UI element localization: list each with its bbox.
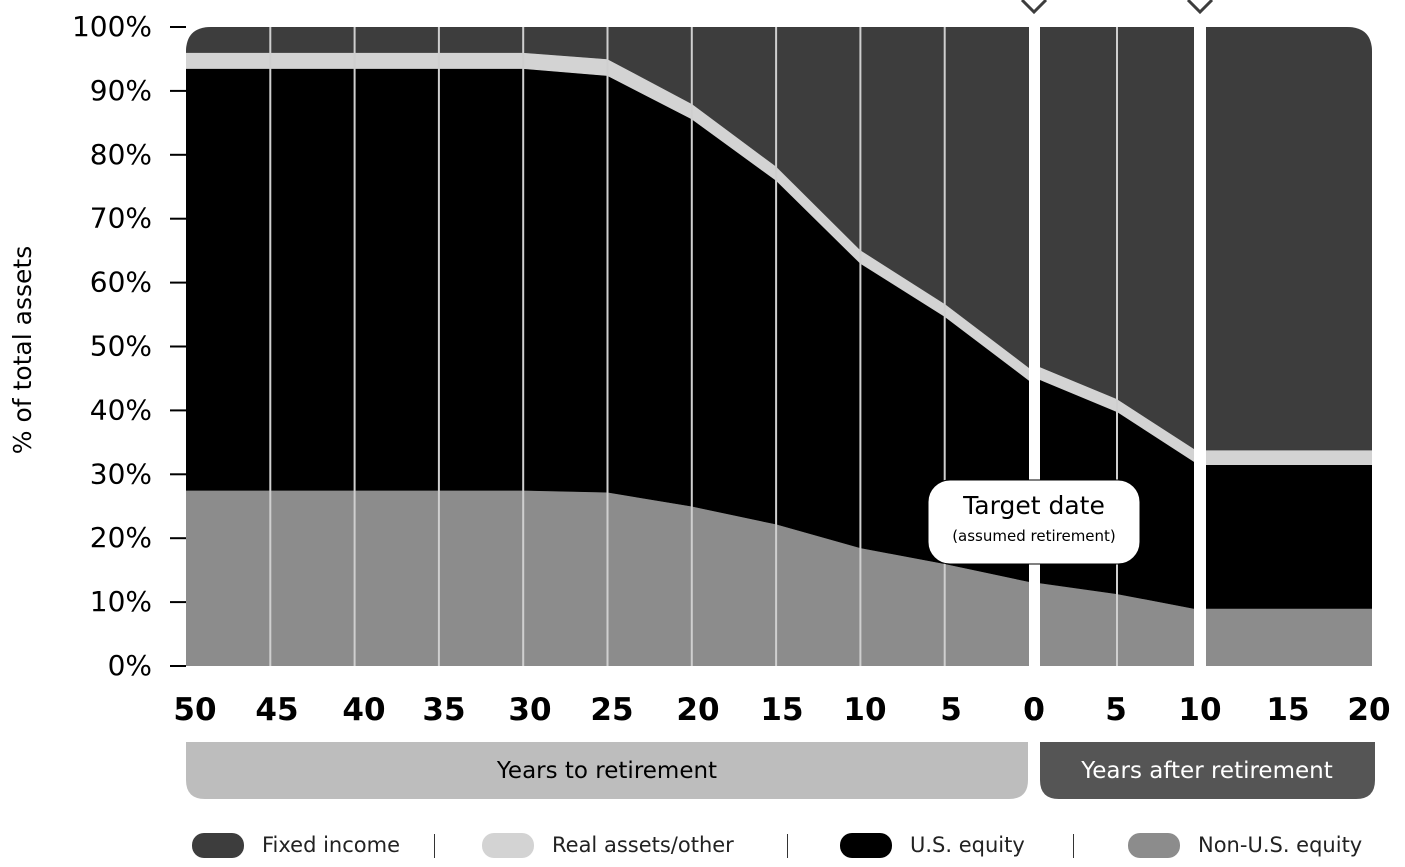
legend-label: U.S. equity bbox=[910, 833, 1025, 857]
x-tick-label: 5 bbox=[1105, 692, 1127, 728]
x-tick-label: 25 bbox=[590, 692, 633, 728]
area-non-u-s-equity bbox=[1206, 608, 1372, 666]
x-tick-label: 0 bbox=[1023, 692, 1045, 728]
x-tick-label: 20 bbox=[1347, 692, 1390, 728]
x-tick-label: 20 bbox=[676, 692, 719, 728]
legend-item-non-us-equity: Non-U.S. equity bbox=[1128, 831, 1362, 859]
legend-label: Non-U.S. equity bbox=[1198, 833, 1362, 857]
legend-swatch bbox=[482, 833, 534, 858]
y-axis-label: % of total assets bbox=[8, 246, 37, 454]
y-tick-label: 0% bbox=[108, 649, 152, 682]
y-tick-label: 60% bbox=[90, 266, 152, 299]
y-tick-label: 50% bbox=[90, 330, 152, 363]
target-date-sublabel: (assumed retirement) bbox=[952, 527, 1116, 545]
y-tick-label: 40% bbox=[90, 393, 152, 426]
legend-swatch bbox=[840, 833, 892, 858]
divider-ten-years-after bbox=[1194, 0, 1206, 670]
y-tick-label: 100% bbox=[72, 10, 152, 43]
legend-item-fixed-income: Fixed income bbox=[192, 831, 400, 859]
x-axis: 50 45 40 35 30 25 20 15 10 5 00 5 10 15 20 bbox=[173, 692, 1390, 728]
phase-label-after: Years after retirement bbox=[1080, 758, 1332, 784]
legend-divider bbox=[787, 834, 788, 858]
y-tick-label: 20% bbox=[90, 521, 152, 554]
legend-item-real-assets: Real assets/other bbox=[482, 831, 734, 859]
target-date-label: Target date bbox=[962, 491, 1105, 520]
x-tick-label: 35 bbox=[422, 692, 465, 728]
area-u-s-equity bbox=[1206, 465, 1372, 609]
phase-bands: Years to retirement Years after retiremen… bbox=[186, 742, 1375, 799]
x-tick-label: 40 bbox=[342, 692, 385, 728]
legend-label: Fixed income bbox=[262, 833, 400, 857]
x-tick-label: 10 bbox=[1178, 692, 1221, 728]
legend-label: Real assets/other bbox=[552, 833, 734, 857]
area-fixed-income bbox=[1206, 27, 1372, 450]
marker-chevrons bbox=[1022, 0, 1212, 12]
y-tick-label: 90% bbox=[90, 74, 152, 107]
y-axis: 0% 10% 20% 30% 40% 50% 60% 70% 80% 90% 100% bbox=[72, 10, 186, 682]
area-real-assets-other bbox=[1206, 450, 1372, 465]
x-tick-label: 5 bbox=[940, 692, 962, 728]
x-tick-label: 50 bbox=[173, 692, 216, 728]
x-tick-label: 15 bbox=[1266, 692, 1309, 728]
target-date-callout: Target date (assumed retirement) bbox=[928, 480, 1140, 564]
y-tick-label: 10% bbox=[90, 585, 152, 618]
divider-target-date bbox=[1029, 0, 1040, 670]
x-tick-label: 15 bbox=[760, 692, 803, 728]
legend-swatch bbox=[192, 833, 244, 858]
x-tick-label: 10 bbox=[843, 692, 886, 728]
legend-swatch bbox=[1128, 833, 1180, 858]
legend-divider bbox=[434, 834, 435, 858]
x-tick-label: 45 bbox=[255, 692, 298, 728]
legend-divider bbox=[1073, 834, 1074, 858]
y-tick-label: 70% bbox=[90, 202, 152, 235]
chart-legend: Fixed income Real assets/other U.S. equi… bbox=[0, 826, 1405, 866]
y-tick-label: 80% bbox=[90, 138, 152, 171]
y-tick-label: 30% bbox=[90, 457, 152, 490]
glide-path-chart: 0%10%20%30%40%50%60%70%80%90%100% 50 45 40… bbox=[0, 0, 1405, 826]
x-tick-label: 30 bbox=[508, 692, 551, 728]
legend-item-us-equity: U.S. equity bbox=[840, 831, 1025, 859]
phase-label-before: Years to retirement bbox=[496, 758, 717, 784]
